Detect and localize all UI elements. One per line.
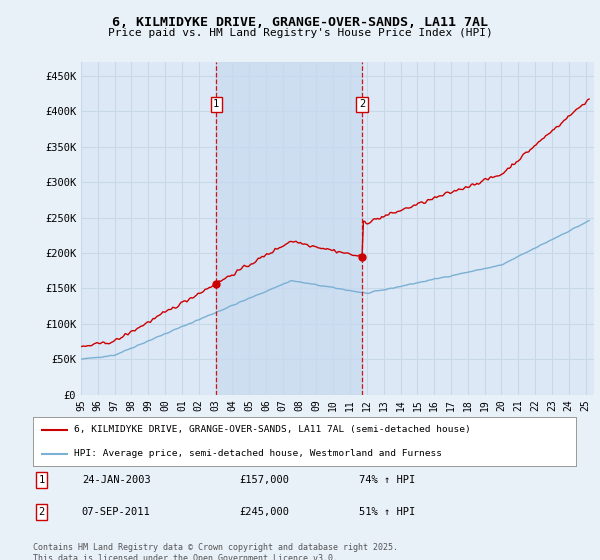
Text: £245,000: £245,000	[239, 507, 289, 517]
Bar	[216, 62, 362, 395]
Text: 1: 1	[38, 475, 44, 485]
Text: 2: 2	[38, 507, 44, 517]
Text: 6, KILMIDYKE DRIVE, GRANGE-OVER-SANDS, LA11 7AL: 6, KILMIDYKE DRIVE, GRANGE-OVER-SANDS, L…	[112, 16, 488, 29]
Text: HPI: Average price, semi-detached house, Westmorland and Furness: HPI: Average price, semi-detached house,…	[74, 449, 442, 458]
Text: 6, KILMIDYKE DRIVE, GRANGE-OVER-SANDS, LA11 7AL (semi-detached house): 6, KILMIDYKE DRIVE, GRANGE-OVER-SANDS, L…	[74, 426, 470, 435]
Text: £157,000: £157,000	[239, 475, 289, 485]
Text: 51% ↑ HPI: 51% ↑ HPI	[359, 507, 415, 517]
Text: 74% ↑ HPI: 74% ↑ HPI	[359, 475, 415, 485]
Text: 24-JAN-2003: 24-JAN-2003	[82, 475, 151, 485]
Text: Contains HM Land Registry data © Crown copyright and database right 2025.
This d: Contains HM Land Registry data © Crown c…	[33, 543, 398, 560]
Text: Price paid vs. HM Land Registry's House Price Index (HPI): Price paid vs. HM Land Registry's House …	[107, 28, 493, 38]
Text: 07-SEP-2011: 07-SEP-2011	[82, 507, 151, 517]
Text: 2: 2	[359, 99, 365, 109]
Text: 1: 1	[213, 99, 220, 109]
